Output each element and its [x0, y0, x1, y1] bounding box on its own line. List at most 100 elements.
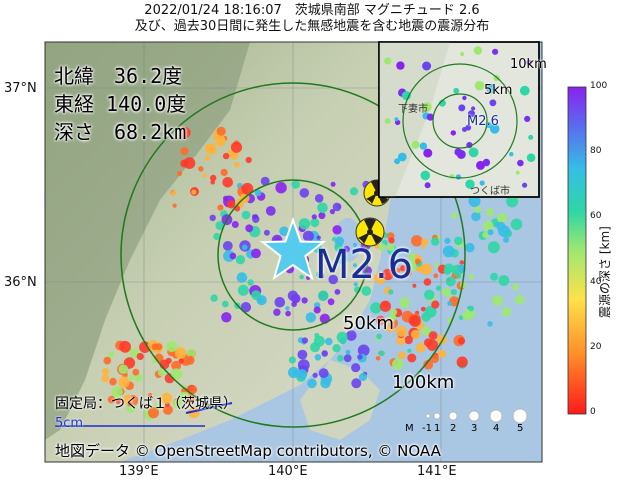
inset-earthquake-dot	[419, 142, 428, 150]
earthquake-dot	[296, 369, 308, 380]
earthquake-dot	[217, 204, 224, 211]
earthquake-dot	[302, 230, 314, 242]
earthquake-dot	[343, 354, 352, 363]
earthquake-dot	[310, 342, 320, 353]
station-vector-icon	[185, 402, 233, 414]
earthquake-dot	[420, 263, 433, 276]
earthquake-dot	[191, 189, 197, 195]
earthquake-dot	[412, 283, 417, 288]
earthquake-dot	[311, 214, 317, 220]
earthquake-dot	[252, 214, 257, 220]
mag-legend-value: -1	[422, 423, 432, 434]
earthquake-dot	[423, 278, 432, 286]
inset-earthquake-dot	[462, 127, 467, 132]
earthquake-dot	[263, 229, 270, 236]
ring-label-100km: 100km	[392, 372, 455, 393]
info-depth: 深さ 68.2km	[54, 120, 187, 144]
inset-earthquake-dot	[426, 113, 434, 121]
mag-legend-value: 3	[471, 423, 478, 434]
earthquake-dot	[395, 325, 407, 337]
earthquake-dot	[386, 243, 395, 251]
earthquake-dot	[285, 306, 290, 311]
earthquake-dot	[410, 329, 421, 340]
earthquake-dot	[119, 340, 131, 353]
earthquake-dot	[102, 367, 109, 375]
earthquake-dot	[351, 378, 362, 389]
earthquake-dot	[431, 300, 440, 309]
earthquake-dot	[345, 349, 351, 355]
earthquake-dot	[471, 211, 481, 222]
colorbar-tick: 40	[590, 277, 602, 287]
inset-earthquake-dot	[522, 182, 528, 188]
earthquake-dot	[395, 268, 401, 273]
inset-earthquake-dot	[458, 104, 466, 112]
earthquake-dot	[420, 306, 426, 312]
earthquake-dot	[353, 282, 358, 287]
earthquake-dot	[285, 310, 291, 317]
earthquake-dot	[407, 353, 417, 363]
earthquake-dot	[174, 347, 187, 359]
inset-earthquake-dot	[524, 115, 531, 122]
earthquake-dot	[209, 214, 216, 221]
earthquake-dot	[382, 268, 394, 281]
inset-earthquake-dot	[384, 57, 392, 65]
mag-legend-value: 5	[517, 423, 524, 434]
earthquake-dot	[240, 302, 252, 313]
earthquake-dot	[465, 242, 475, 253]
earthquake-dot	[237, 284, 249, 296]
info-latitude: 北緯 36.2度	[54, 64, 183, 88]
earthquake-dot	[450, 289, 457, 296]
magnitude-label: M2.6	[315, 242, 414, 288]
earthquake-dot	[428, 331, 438, 340]
magnitude-legend	[425, 408, 528, 424]
earthquake-dot	[351, 363, 361, 373]
inset-earthquake-dot	[424, 182, 431, 189]
earthquake-dot	[492, 295, 503, 306]
earthquake-dot	[307, 378, 317, 389]
earthquake-dot	[210, 179, 215, 185]
epicenter-star-icon	[259, 216, 327, 281]
earthquake-dot	[222, 241, 233, 251]
earthquake-dot	[411, 235, 423, 247]
earthquake-dot	[210, 294, 218, 302]
earthquake-dot	[503, 236, 509, 243]
inset-earthquake-dot	[453, 87, 460, 94]
earthquake-dot	[330, 181, 336, 187]
earthquake-dot	[172, 398, 182, 408]
nuclear-plant-icon	[355, 217, 385, 247]
info-longitude: 東経 140.0度	[54, 92, 187, 116]
earthquake-dot	[171, 360, 182, 371]
inset-place-shimotsuma: 下妻市	[398, 104, 428, 115]
earthquake-dot	[134, 373, 143, 383]
earthquake-dot	[384, 321, 389, 327]
earthquake-dot	[301, 337, 308, 344]
earthquake-dot	[265, 206, 276, 216]
earthquake-dot	[388, 313, 397, 322]
earthquake-dot	[157, 368, 166, 377]
inset-map	[378, 41, 540, 198]
map-credit: 地図データ © OpenStreetMap contributors, © NO…	[55, 442, 441, 460]
earthquake-dot	[458, 315, 464, 321]
earthquake-dot	[101, 374, 110, 383]
earthquake-dot	[215, 135, 226, 147]
depth-colorbar	[567, 86, 587, 415]
inset-earthquake-dot	[465, 179, 475, 189]
earthquake-dot	[288, 356, 296, 364]
ring-label-50km: 50km	[343, 313, 394, 334]
earthquake-dot	[185, 355, 195, 365]
mag-legend-value: 2	[450, 423, 457, 434]
earthquake-dot	[314, 332, 320, 338]
earthquake-dot	[180, 147, 189, 156]
earthquake-dot	[375, 356, 381, 361]
inset-earthquake-dot	[474, 80, 485, 91]
earthquake-dot	[392, 358, 404, 371]
earthquake-dot	[162, 404, 173, 415]
inset-earthquake-dot	[528, 134, 534, 140]
earthquake-dot	[435, 285, 442, 291]
earthquake-dot	[498, 275, 510, 286]
earthquake-dot	[357, 354, 363, 360]
earthquake-dot	[236, 272, 248, 283]
earthquake-dot	[400, 265, 407, 272]
earthquake-dot	[116, 399, 121, 405]
earthquake-dot	[424, 305, 437, 318]
